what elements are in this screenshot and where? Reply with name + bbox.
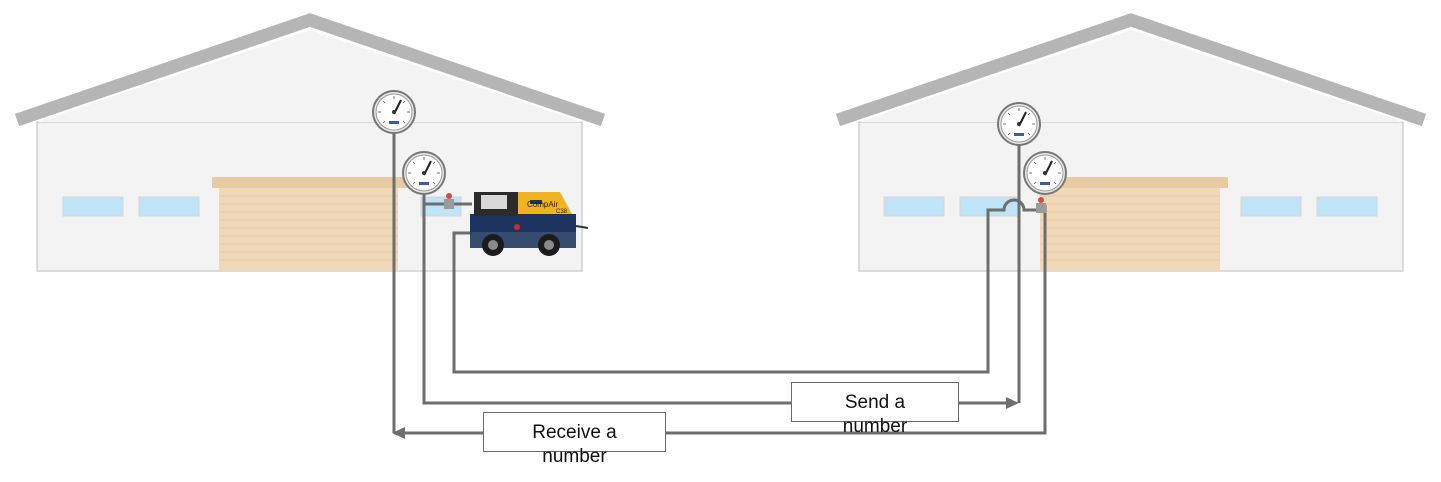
right-building-roof xyxy=(835,13,1427,127)
left-window-1 xyxy=(62,196,124,217)
left-building-roof xyxy=(14,13,606,127)
compressor-brand: CompAir xyxy=(527,200,558,209)
right-building-gable xyxy=(859,30,1403,122)
right-garage-lintel xyxy=(1032,177,1228,188)
compressor-model: C38 xyxy=(556,209,568,215)
right-window-3 xyxy=(1240,196,1302,217)
right-window-4 xyxy=(1316,196,1378,217)
right-building xyxy=(835,13,1427,272)
receive-a-number-label: Receive a number xyxy=(532,422,617,467)
right-upper-pressure-gauge-icon xyxy=(997,102,1041,146)
compressor-supply-pipe xyxy=(452,198,1038,374)
send-arrow-head-icon xyxy=(1006,397,1019,409)
right-garage-door xyxy=(1040,188,1220,271)
receive-arrow-head-icon xyxy=(392,427,405,439)
left-gauge-tee-pipe xyxy=(422,194,472,206)
left-garage-door xyxy=(219,188,398,271)
left-window-2 xyxy=(138,196,200,217)
left-garage-lintel xyxy=(212,177,410,188)
receive-a-number-box xyxy=(483,412,666,452)
compressor-icon: CompAir C38 xyxy=(470,192,589,256)
left-building-gable xyxy=(37,30,582,122)
left-lower-pressure-gauge-icon xyxy=(402,151,446,195)
send-a-number-label: Send a number xyxy=(842,392,908,437)
send-a-number-box xyxy=(791,382,959,422)
right-valve-icon xyxy=(1036,197,1046,213)
right-window-1 xyxy=(883,196,945,217)
right-lower-pressure-gauge-icon xyxy=(1023,151,1067,195)
left-upper-pressure-gauge-icon xyxy=(372,90,416,134)
left-window-3 xyxy=(420,196,462,217)
left-valve-icon xyxy=(444,193,454,209)
